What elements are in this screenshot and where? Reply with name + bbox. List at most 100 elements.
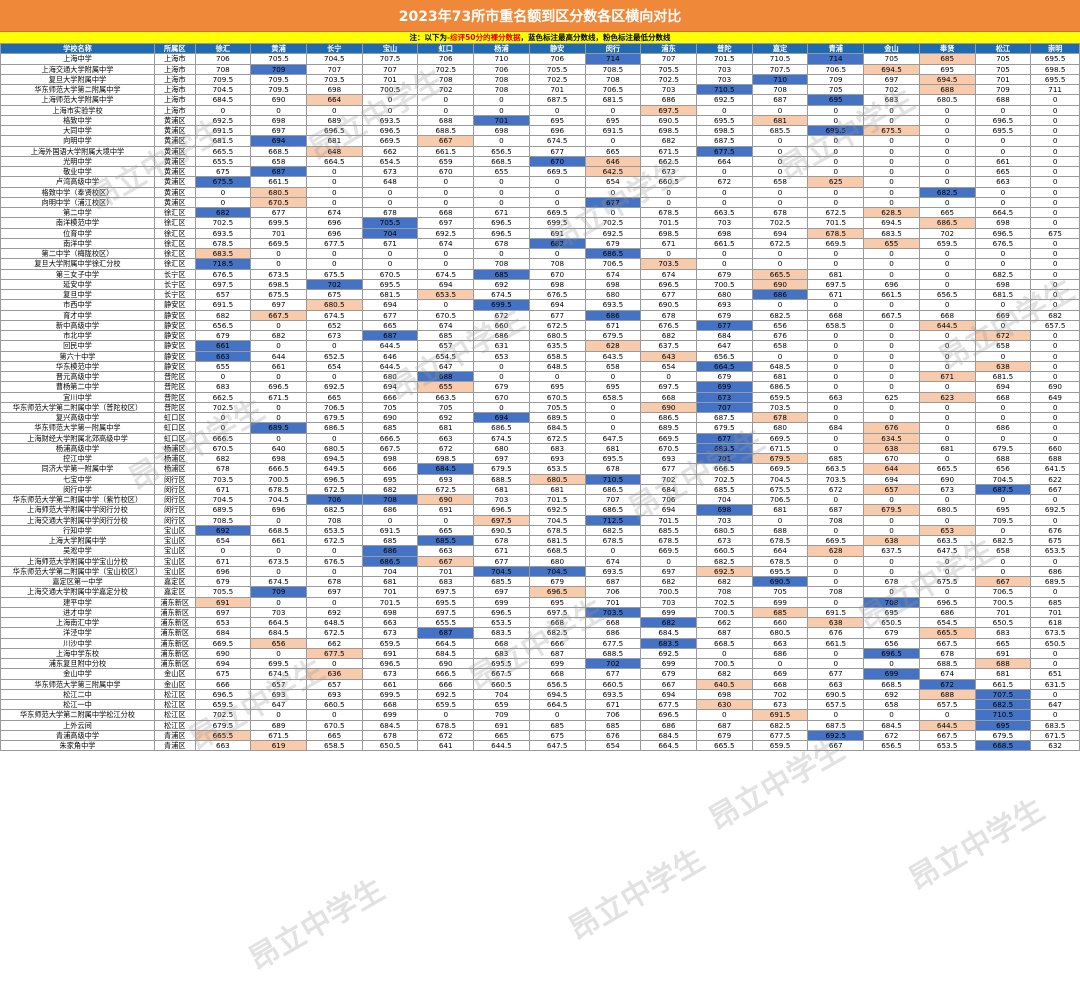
score-cell: 650.5: [361, 739, 419, 752]
score-cell: 665.5: [194, 145, 252, 157]
score-cell: 678: [640, 309, 697, 321]
score-cell: 692.5: [1030, 504, 1080, 516]
score-cell: 705: [417, 401, 475, 414]
score-cell: 664.5: [305, 155, 363, 168]
score-cell: 703.5: [194, 473, 252, 485]
score-cell: 694: [361, 381, 419, 393]
score-cell: 680: [751, 422, 809, 434]
score-cell: 689: [305, 114, 363, 127]
score-cell: 694: [194, 657, 252, 670]
score-cell: 696.5: [528, 586, 586, 598]
score-cell: 669.5: [250, 237, 307, 250]
score-cell: 666: [417, 678, 475, 690]
score-cell: 689.5: [250, 422, 307, 434]
score-cell: 655: [194, 360, 252, 373]
score-cell: 680: [361, 370, 419, 383]
score-cell: 0: [807, 196, 865, 209]
score-cell: 705.5: [194, 586, 252, 598]
score-cell: 643.5: [584, 350, 642, 362]
score-cell: 682: [640, 616, 697, 629]
score-cell: 677.5: [305, 237, 363, 250]
district-cell: 杨浦区: [153, 463, 196, 475]
score-cell: 687.5: [974, 483, 1032, 496]
score-cell: 679.5: [695, 422, 753, 434]
score-cell: 698.5: [417, 452, 475, 465]
score-cell: 691: [194, 596, 252, 608]
score-cell: 694: [640, 688, 697, 701]
score-cell: 0: [528, 370, 586, 383]
score-cell: 697.5: [807, 278, 865, 291]
score-cell: 678: [305, 575, 363, 588]
score-cell: 671: [194, 483, 252, 496]
score-cell: 695: [528, 381, 586, 393]
score-cell: 655: [417, 381, 475, 393]
score-cell: 678: [361, 206, 419, 219]
score-cell: 682: [695, 575, 753, 588]
score-cell: 679: [863, 627, 920, 639]
score-cell: 647.5: [584, 432, 642, 444]
score-cell: 689.5: [640, 422, 697, 434]
score-cell: 679.5: [473, 463, 530, 475]
school-name-cell: 进才中学: [0, 606, 155, 619]
score-cell: 672.5: [417, 483, 475, 496]
score-cell: 677: [695, 432, 753, 444]
score-cell: 686.5: [584, 247, 642, 260]
score-cell: 674.5: [417, 268, 475, 280]
score-cell: 0: [528, 176, 586, 188]
score-cell: 703: [695, 217, 753, 229]
score-cell: 671: [584, 319, 642, 332]
score-cell: 654: [305, 360, 363, 373]
score-cell: 672.5: [305, 483, 363, 496]
score-cell: 682: [640, 135, 697, 147]
score-cell: 676.5: [974, 237, 1032, 250]
score-cell: 684.5: [250, 627, 307, 639]
table-row: 新中高级中学 静安区 656.5 0 652 665 674 660 672.5 671 676.5…: [0, 319, 1080, 332]
score-cell: 656: [974, 463, 1032, 475]
score-cell: 682.5: [695, 555, 753, 567]
score-cell: 681: [918, 442, 976, 455]
score-cell: 0: [528, 104, 586, 116]
score-cell: 671: [361, 237, 419, 250]
table-row: 向明中学 黄浦区 681.5 694 681 669.5 667 0 674.5 0 682 687.…: [0, 135, 1080, 147]
table-row: 上海交通大学附属中学嘉定分校 嘉定区 705.5 709 697 701 697.5 697 6…: [0, 586, 1080, 598]
score-cell: 0: [918, 329, 976, 342]
score-cell: 672: [918, 678, 976, 690]
score-cell: 666.5: [361, 432, 419, 444]
score-cell: 653: [918, 524, 976, 537]
score-cell: 656: [250, 637, 307, 649]
score-cell: 0: [695, 647, 753, 660]
score-cell: 0: [528, 709, 586, 721]
score-table: 学校名称 所属区 徐汇 黄浦 长宁 宝山 虹口 杨浦 静安 闵行 浦东 普陀 嘉定 青浦 金山 奉贤 松江 崇明 …: [0, 42, 1080, 752]
score-cell: 698: [361, 452, 419, 465]
score-cell: 672.5: [528, 319, 586, 332]
score-cell: 700.5: [695, 657, 753, 670]
score-cell: 0: [1030, 401, 1080, 414]
school-name-cell: 复兴高级中学: [0, 411, 155, 424]
score-cell: 0: [863, 145, 920, 157]
score-cell: 0: [250, 709, 307, 721]
school-name-cell: 朱家角中学: [0, 739, 155, 752]
score-cell: 681.5: [361, 288, 419, 301]
score-cell: 699: [473, 596, 530, 608]
score-cell: 0: [250, 247, 307, 260]
score-cell: 663: [751, 637, 809, 649]
score-cell: 665.5: [751, 268, 809, 280]
column-header-10: 浦东: [640, 42, 697, 55]
score-cell: 694.5: [918, 73, 976, 86]
score-cell: 679.5: [863, 504, 920, 516]
score-cell: 0: [417, 514, 475, 526]
table-row: 育才中学 静安区 682 667.5 674.5 677 670.5 672 677 686 678…: [0, 309, 1080, 321]
score-cell: 701: [417, 565, 475, 578]
score-cell: 703: [695, 514, 753, 526]
table-row: 上海师范大学附属中学宝山分校 宝山区 671 673.5 676.5 686.5 667 67…: [0, 555, 1080, 567]
column-header-15: 奉贤: [918, 42, 976, 55]
table-row: 上海交通大学附属中学闵行分校 闵行区 708.5 0 708 0 0 697.5 704.5 71…: [0, 514, 1080, 526]
school-name-cell: 复旦大学附属中学徐汇分校: [0, 258, 155, 270]
score-cell: 618: [1030, 616, 1080, 629]
score-cell: 0: [863, 657, 920, 670]
table-row: 朱家角中学 青浦区 663 619 658.5 650.5 641 644.5 647.5 654…: [0, 739, 1080, 752]
score-cell: 690: [918, 473, 976, 485]
school-name-cell: 光明中学: [0, 155, 155, 168]
score-cell: 696.5: [863, 647, 920, 660]
score-cell: 0: [1030, 155, 1080, 168]
